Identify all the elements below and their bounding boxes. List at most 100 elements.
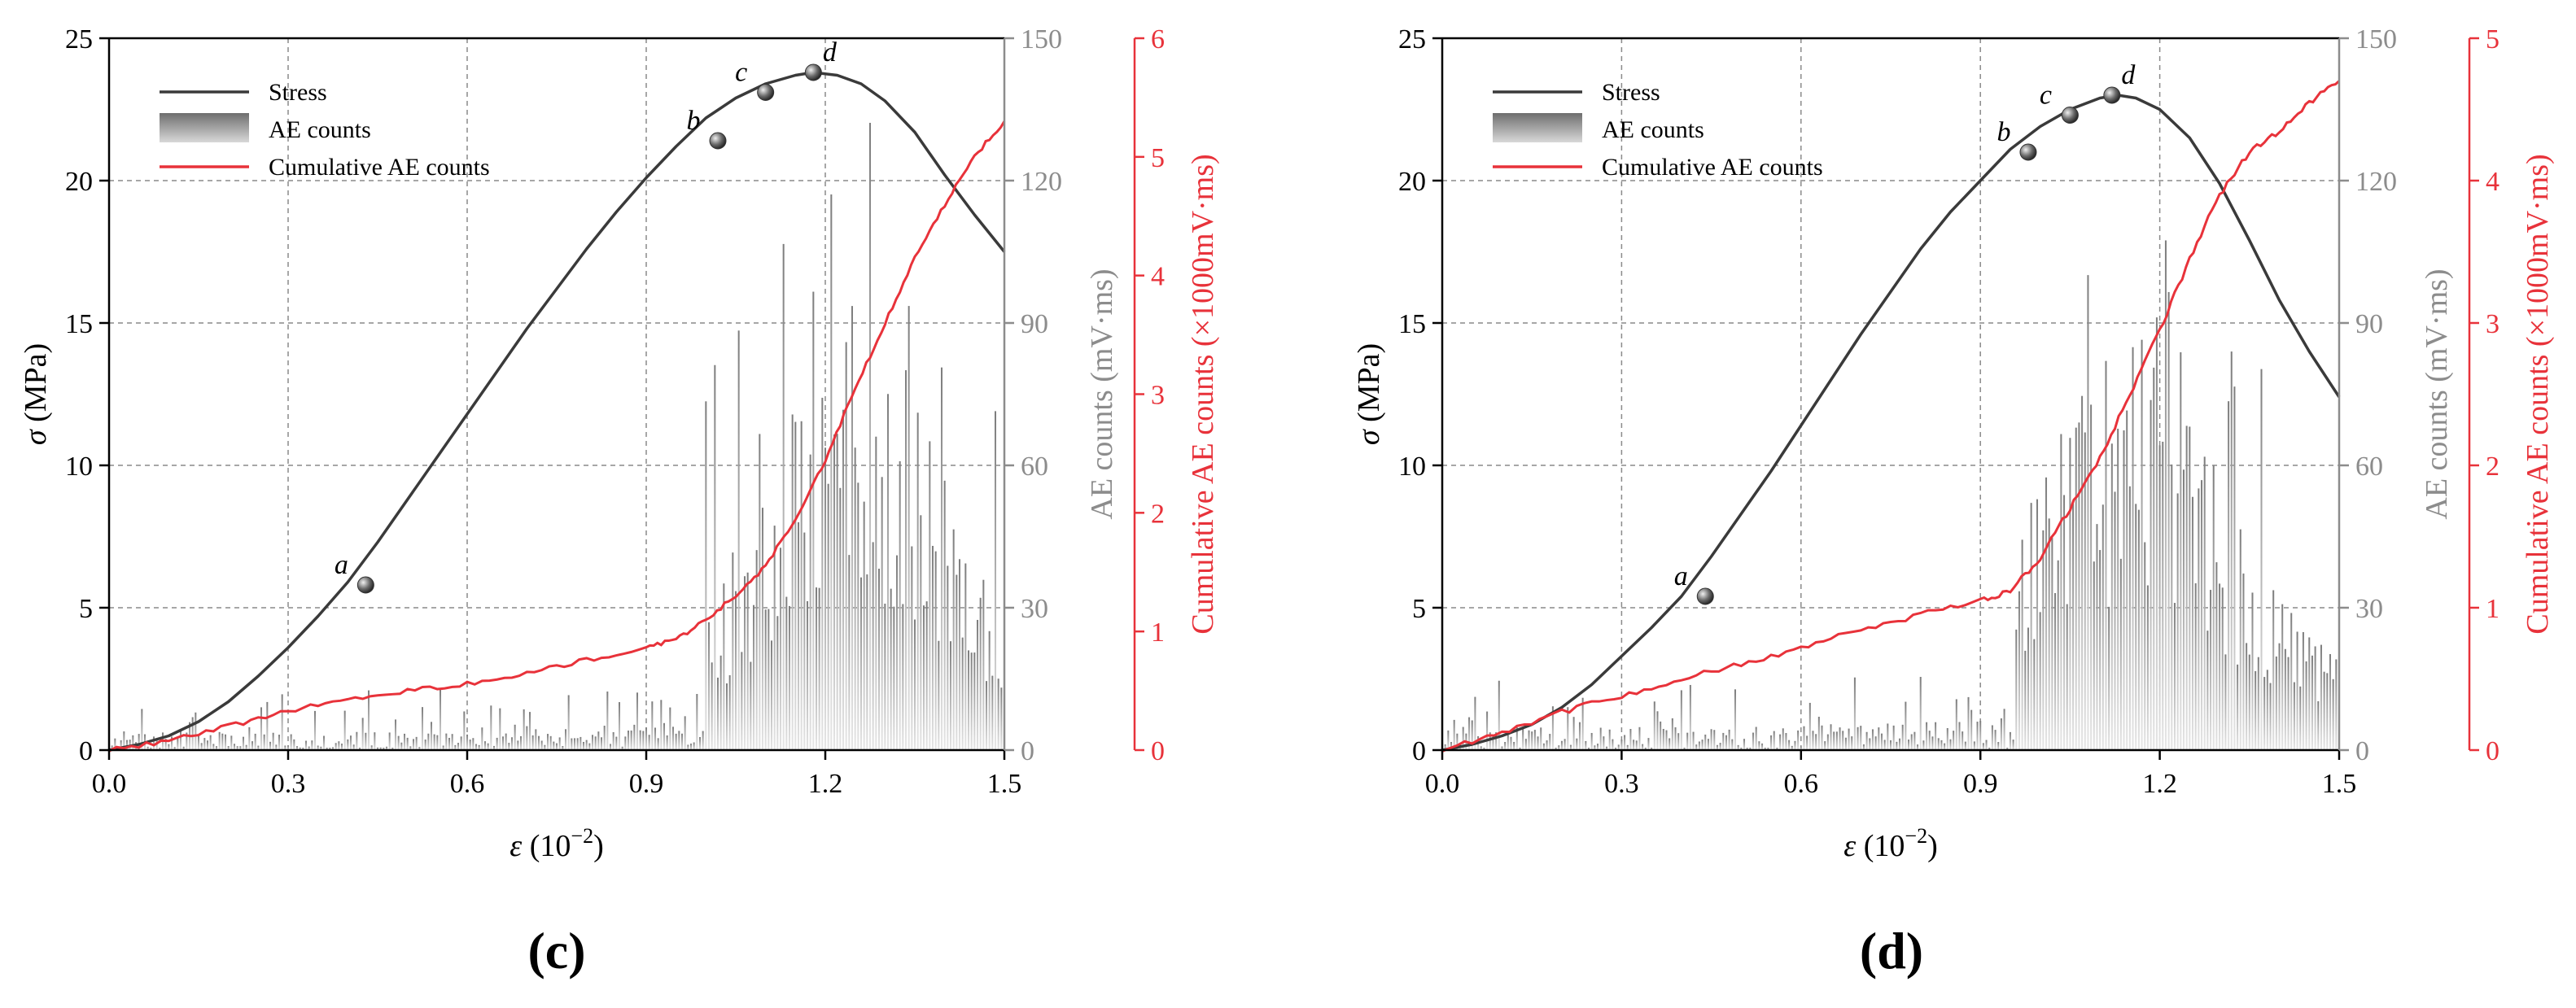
- ae-count-bar: [263, 734, 265, 750]
- ae-count-bar: [1606, 746, 1608, 750]
- x-tick-label: 1.5: [987, 769, 1022, 799]
- ae-count-bar: [248, 727, 251, 750]
- ae-count-bar: [809, 454, 811, 750]
- ae-count-bar: [800, 421, 803, 750]
- ae-count-bar: [803, 532, 806, 750]
- ae-tick-label: 60: [2355, 452, 2383, 482]
- ae-count-bar: [487, 743, 489, 750]
- ae-count-bar: [1800, 746, 1802, 750]
- y-tick-label: 10: [65, 452, 93, 482]
- ae-count-bar: [881, 477, 883, 750]
- ae-count-bar: [1899, 738, 1901, 750]
- ae-count-bar: [1889, 740, 1892, 750]
- ae-count-bar: [257, 745, 260, 750]
- ae-count-bar: [2075, 427, 2077, 750]
- ae-count-bar: [904, 370, 908, 750]
- ae-count-bar: [931, 545, 934, 750]
- ae-count-bar: [1725, 735, 1727, 750]
- ae-count-bar: [1901, 724, 1904, 750]
- ae-count-bar: [1919, 677, 1922, 750]
- ae-count-bar: [564, 729, 567, 750]
- y-tick-label: 25: [65, 24, 93, 55]
- ae-count-bar: [469, 740, 471, 750]
- ae-count-bar: [913, 619, 916, 750]
- ae-count-bar: [1779, 734, 1782, 750]
- ae-count-bar: [890, 588, 892, 750]
- ae-count-bar: [2290, 613, 2293, 750]
- ae-count-bar: [1551, 706, 1554, 750]
- ae-count-bar: [630, 730, 632, 750]
- ae-count-bar: [2101, 504, 2104, 750]
- ae-count-bar: [916, 412, 919, 750]
- y-tick-label: 10: [1398, 452, 1426, 482]
- ae-count-bar: [958, 559, 961, 750]
- ae-count-bar: [335, 743, 337, 750]
- ae-count-bar: [956, 574, 958, 750]
- ae-count-bar: [379, 747, 382, 750]
- ae-count-bar: [1587, 748, 1590, 750]
- y-tick-label: 0: [79, 736, 93, 766]
- ae-count-bar: [150, 748, 152, 750]
- ae-count-bar: [1844, 737, 1847, 750]
- ae-count-bar: [985, 681, 988, 750]
- ae-count-bar: [582, 741, 585, 750]
- legend-label-ae: AE counts: [269, 116, 371, 143]
- ae-count-bar: [299, 747, 301, 750]
- ae-count-bar: [782, 243, 785, 751]
- ae-count-bar: [642, 731, 645, 750]
- ae-count-bar: [1462, 727, 1464, 750]
- ae-count-bar: [1887, 723, 1889, 750]
- ae-count-bar: [385, 746, 388, 750]
- ae-count-bar: [1812, 731, 1814, 750]
- ae-count-bar: [1480, 746, 1482, 750]
- ae-count-bar: [1722, 732, 1725, 750]
- stress-point-label: d: [823, 37, 838, 68]
- ae-tick-label: 120: [2355, 167, 2397, 197]
- ae-count-bar: [788, 605, 791, 750]
- ae-count-bar: [2296, 631, 2298, 750]
- ae-count-bar: [851, 306, 854, 750]
- x-tick-label: 0.0: [1425, 769, 1460, 799]
- ae-count-bar: [1728, 729, 1730, 750]
- ae-count-bar: [436, 735, 439, 750]
- ae-count-bar: [540, 740, 543, 750]
- ae-count-bar: [186, 732, 188, 750]
- ae-count-bar: [2033, 639, 2036, 750]
- ae-count-bar: [997, 679, 999, 750]
- x-tick-label: 0.0: [92, 769, 127, 799]
- ae-count-bar: [776, 616, 779, 750]
- ae-count-bar: [848, 555, 851, 750]
- ae-count-bar: [528, 712, 531, 750]
- ae-count-bar: [920, 515, 922, 750]
- ae-count-bar: [1608, 729, 1611, 750]
- ae-count-bar: [2317, 700, 2320, 750]
- ae-count-bar: [313, 710, 317, 750]
- ae-count-bar: [2171, 464, 2173, 750]
- ae-count-bar: [893, 606, 895, 750]
- ae-count-bar: [2051, 537, 2053, 750]
- ae-count-bar: [1967, 696, 1970, 750]
- ae-count-bar: [1935, 722, 1937, 750]
- ae-count-bar: [1695, 744, 1698, 750]
- ae-count-bar: [943, 480, 946, 750]
- ae-count-bar: [723, 583, 725, 750]
- ae-count-bar: [418, 747, 421, 750]
- ae-count-bar: [501, 736, 505, 750]
- ae-count-bar: [1689, 684, 1691, 750]
- y-tick-label: 20: [65, 167, 93, 197]
- ae-count-bar: [791, 414, 794, 750]
- ae-count-bar: [2057, 560, 2059, 750]
- ae-count-bar: [746, 572, 749, 750]
- ae-count-bar: [2278, 643, 2281, 750]
- ae-count-bar: [245, 744, 247, 750]
- ae-count-bar: [1791, 745, 1793, 750]
- ae-count-bar: [451, 734, 453, 750]
- ae-count-bar: [514, 724, 516, 750]
- ae-count-bar: [2078, 422, 2080, 750]
- ae-count-bar: [1612, 739, 1614, 750]
- ae-count-bar: [815, 587, 818, 750]
- ae-count-bar: [1869, 738, 1871, 750]
- ae-count-bar: [779, 548, 782, 750]
- ae-count-bar: [1707, 739, 1709, 750]
- ae-count-bar: [141, 709, 143, 750]
